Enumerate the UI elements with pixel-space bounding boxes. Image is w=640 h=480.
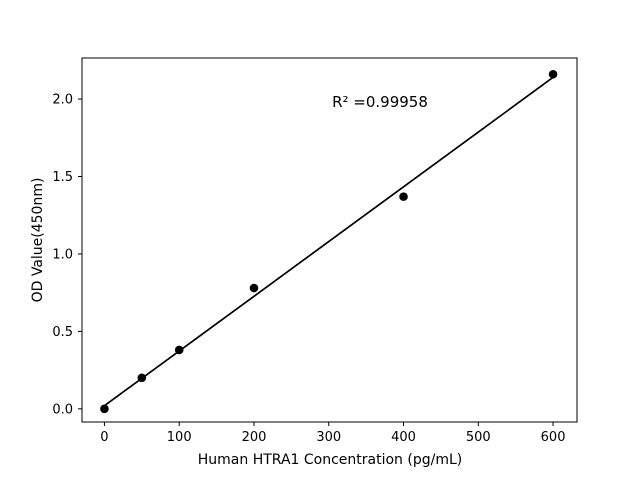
plot-border [81,57,578,423]
data-point [174,345,184,355]
y-tick-label: 2.0 [52,93,73,108]
y-axis-ticks: 0.0 0.5 1.0 1.5 2.0 [52,93,82,417]
x-tick-label: 500 [466,430,491,445]
r-squared-annotation: R² =0.99958 [332,93,428,111]
data-point [249,283,259,293]
y-tick-label: 1.5 [52,170,73,185]
x-tick-label: 100 [167,430,192,445]
data-points-group [100,69,558,414]
data-point [100,404,109,414]
x-tick-label: 300 [316,430,341,445]
x-tick-label: 400 [391,430,416,445]
x-tick-label: 600 [541,430,566,445]
y-tick-label: 0.0 [52,402,73,417]
y-axis-label: OD Value(450nm) [30,178,46,303]
data-point [548,69,558,79]
x-axis-label: Human HTRA1 Concentration (pg/mL) [198,452,462,468]
x-tick-label: 0 [100,430,108,445]
data-point [137,373,147,383]
y-tick-label: 1.0 [52,247,73,262]
y-tick-label: 0.5 [52,325,73,340]
x-tick-label: 200 [242,430,267,445]
plot-border-group [81,57,578,423]
data-point [399,192,408,201]
x-axis-ticks: 0 100 200 300 400 500 600 [100,422,565,445]
